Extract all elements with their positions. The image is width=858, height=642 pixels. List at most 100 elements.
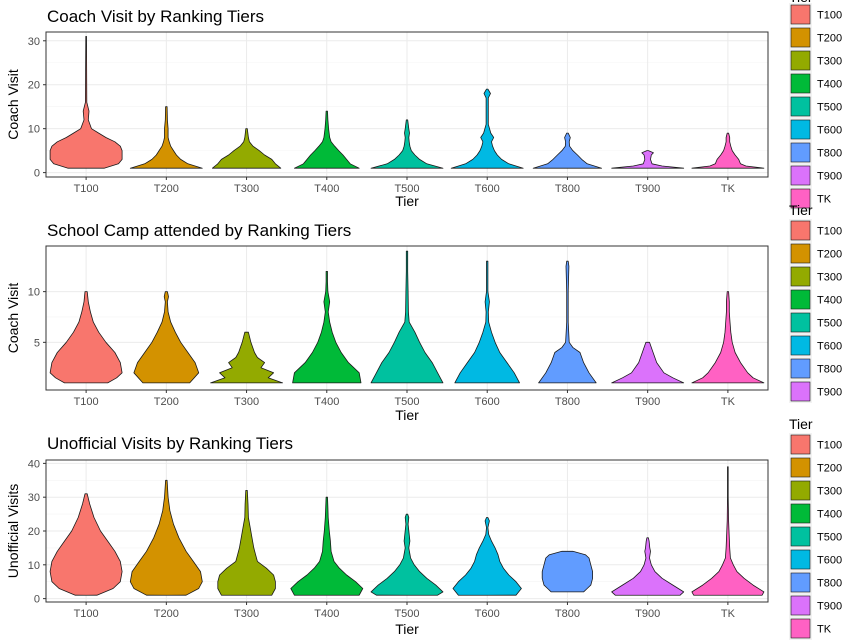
chart-title: School Camp attended by Ranking Tiers [47, 221, 351, 240]
violin-t900 [611, 341, 685, 384]
legend-label: T800 [817, 578, 842, 590]
legend-swatch-t500 [790, 96, 811, 117]
legend-label: T900 [817, 171, 842, 183]
legend-swatch-t900 [790, 595, 811, 616]
legend-label: T400 [817, 295, 842, 307]
legend-label: T200 [817, 33, 842, 45]
x-tick-label: T600 [475, 396, 500, 408]
x-tick-label: T100 [74, 183, 99, 195]
legend-label: T600 [817, 341, 842, 353]
violin-t300 [212, 128, 282, 169]
y-tick-label: 30 [28, 36, 40, 48]
x-tick-label: T800 [555, 183, 580, 195]
y-axis-title: Unofficial Visits [5, 484, 21, 578]
violin-t100 [49, 36, 123, 169]
violin-t200 [133, 291, 200, 384]
legend-swatch-tk [790, 188, 811, 209]
legend-label: T900 [817, 601, 842, 613]
legend-swatch-t200 [790, 27, 811, 48]
legend-label: T800 [817, 364, 842, 376]
y-axis-title: Coach Visit [5, 69, 21, 140]
legend-swatch-t100 [790, 434, 811, 455]
violin-t900 [611, 150, 685, 169]
y-tick-label: 0 [34, 594, 40, 606]
y-tick-label: 40 [28, 458, 40, 470]
legend-label: T200 [817, 249, 842, 261]
legend-swatch-t300 [790, 50, 811, 71]
violin-t800 [541, 550, 593, 593]
violin-t300 [217, 490, 276, 596]
violin-t800 [532, 132, 602, 169]
legend-swatch-t400 [790, 289, 811, 310]
violin-t800 [538, 260, 597, 384]
legend-label: T500 [817, 102, 842, 114]
legend-swatch-t500 [790, 526, 811, 547]
x-tick-label: TK [721, 396, 736, 408]
legend-swatch-t800 [790, 358, 811, 379]
violin-t300 [210, 331, 283, 384]
y-tick-label: 10 [28, 560, 40, 572]
violin-t500 [370, 119, 444, 169]
x-tick-label: T400 [314, 608, 339, 620]
y-tick-label: 30 [28, 492, 40, 504]
legend-title: Tier [789, 416, 813, 432]
violin-tk [691, 132, 765, 169]
chart-title: Unofficial Visits by Ranking Tiers [47, 434, 293, 453]
violin-t400 [290, 496, 364, 596]
legend-swatch-tk [790, 618, 811, 639]
x-tick-label: TK [721, 608, 736, 620]
x-tick-label: T400 [314, 183, 339, 195]
violin-t600 [454, 260, 520, 384]
legend-label: TK [817, 624, 832, 636]
y-tick-label: 10 [28, 287, 40, 299]
legend-label: T100 [817, 226, 842, 238]
legend-label: T300 [817, 56, 842, 68]
x-tick-label: TK [721, 183, 736, 195]
x-tick-label: T300 [234, 608, 259, 620]
x-tick-label: T300 [234, 396, 259, 408]
legend-label: T500 [817, 532, 842, 544]
legend-label: T300 [817, 272, 842, 284]
legend-swatch-t400 [790, 73, 811, 94]
legend-swatch-t500 [790, 312, 811, 333]
y-tick-label: 20 [28, 80, 40, 92]
x-tick-label: T900 [635, 396, 660, 408]
violin-t500 [370, 250, 444, 384]
violin-tk [691, 466, 765, 596]
legend-swatch-t100 [790, 4, 811, 25]
violin-t400 [294, 110, 360, 169]
legend-swatch-t300 [790, 480, 811, 501]
violin-t900 [611, 537, 685, 596]
legend-label: T400 [817, 509, 842, 521]
legend-label: T100 [817, 440, 842, 452]
legend-swatch-t300 [790, 266, 811, 287]
violin-t600 [450, 88, 524, 169]
legend-swatch-t800 [790, 572, 811, 593]
legend-swatch-t200 [790, 457, 811, 478]
violin-t200 [129, 479, 203, 596]
legend-label: T200 [817, 463, 842, 475]
y-tick-label: 0 [34, 168, 40, 180]
violin-t100 [49, 493, 123, 596]
x-tick-label: T500 [394, 608, 419, 620]
legend-title: Tier [789, 202, 813, 218]
x-tick-label: T400 [314, 396, 339, 408]
violin-t600 [452, 517, 522, 596]
legend-swatch-t600 [790, 335, 811, 356]
legend-label: T600 [817, 125, 842, 137]
legend-label: T800 [817, 148, 842, 160]
x-tick-label: T900 [635, 183, 660, 195]
x-tick-label: T200 [154, 183, 179, 195]
violin-t500 [370, 513, 444, 596]
x-tick-label: T100 [74, 608, 99, 620]
x-axis-title: Tier [395, 621, 419, 637]
violin-t100 [49, 291, 123, 384]
legend-swatch-t200 [790, 243, 811, 264]
violin-t400 [292, 271, 362, 384]
x-tick-label: T800 [555, 396, 580, 408]
legend-label: T100 [817, 10, 842, 22]
legend-title: Tier [789, 0, 813, 5]
x-tick-label: T300 [234, 183, 259, 195]
legend-swatch-t800 [790, 142, 811, 163]
legend-label: TK [817, 194, 832, 206]
